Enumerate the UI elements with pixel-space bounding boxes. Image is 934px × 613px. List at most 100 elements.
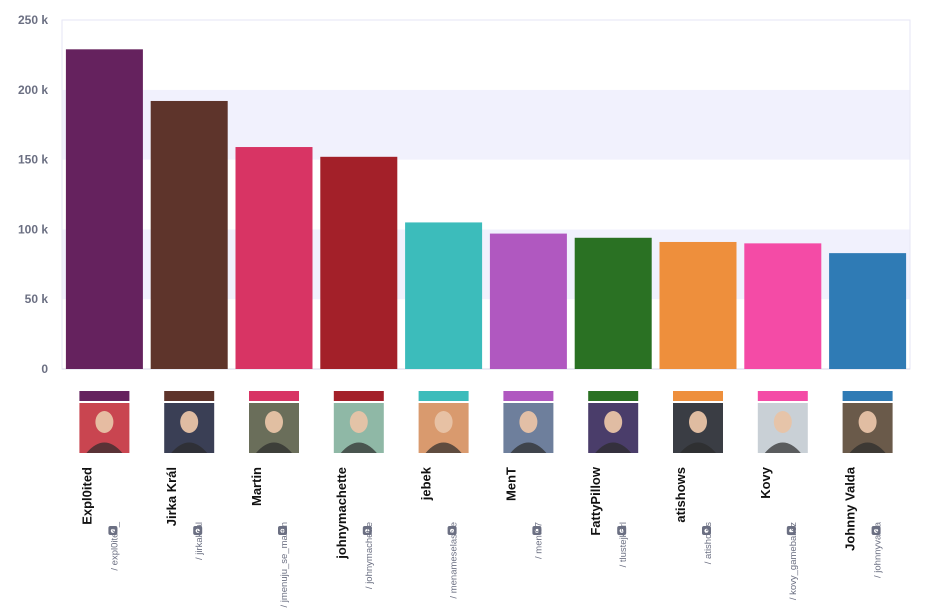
bar-name-label: Jirka Král — [164, 467, 179, 526]
avatar-face — [519, 411, 538, 433]
avatar-body — [595, 442, 632, 453]
color-swatch — [842, 391, 893, 401]
instagram-icon — [362, 526, 372, 535]
instagram-icon-lens — [534, 528, 539, 533]
bar — [829, 253, 907, 369]
bar — [405, 222, 483, 369]
instagram-icon — [193, 526, 203, 535]
avatar-body — [86, 442, 123, 453]
grid-band — [62, 20, 910, 90]
bar-handle-label: / expl0ited_ — [109, 521, 120, 570]
instagram-icon-lens — [280, 528, 285, 533]
instagram-icon — [108, 526, 118, 535]
y-axis: 0 50 k 100 k 150 k 200 k 250 k — [18, 13, 48, 376]
instagram-icon-lens — [110, 528, 115, 533]
instagram-icon-lens — [619, 528, 624, 533]
y-tick-label: 100 k — [18, 222, 48, 236]
bar — [65, 49, 143, 369]
y-tick-label: 150 k — [18, 153, 48, 167]
y-tick-label: 200 k — [18, 83, 48, 97]
instagram-icon — [702, 526, 711, 535]
avatar-body — [340, 442, 377, 453]
bar-name-label: FattyPillow — [588, 466, 603, 536]
bar-name-label: Martin — [249, 467, 264, 506]
color-swatch — [79, 391, 130, 401]
avatar — [164, 403, 215, 453]
avatar-body — [256, 442, 292, 453]
avatar-body — [425, 442, 462, 453]
instagram-icon — [617, 526, 627, 535]
avatar — [842, 403, 893, 453]
avatar — [588, 403, 639, 453]
instagram-icon-lens — [365, 528, 370, 533]
avatar — [79, 403, 130, 453]
bar-handle-label: / jirkakral — [194, 522, 205, 560]
bar — [320, 156, 398, 369]
color-swatch — [333, 391, 384, 401]
y-tick-label: 250 k — [18, 13, 48, 27]
avatar-body — [849, 442, 886, 453]
bar-handle-label: / kovy_gameballcz — [788, 522, 799, 600]
avatar-body — [764, 442, 801, 453]
bar-name-label: Expl0ited — [79, 467, 94, 525]
bar-name-label: Johnny Valda — [843, 466, 858, 551]
avatar-face — [689, 411, 707, 433]
instagram-icon-lens — [789, 528, 794, 533]
avatar-face — [180, 411, 199, 433]
y-tick-label: 50 k — [25, 292, 49, 306]
avatar-body — [171, 442, 208, 453]
avatar-face — [773, 411, 792, 433]
color-swatch — [164, 391, 215, 401]
instagram-icon-lens — [450, 528, 455, 533]
bar-name-label: jebek — [419, 466, 434, 501]
avatar — [418, 403, 469, 453]
instagram-icon-lens — [195, 528, 200, 533]
avatar — [503, 403, 554, 453]
bar-handle-label: / atishows — [703, 522, 714, 564]
avatar-face — [95, 411, 114, 433]
instagram-icon — [871, 526, 881, 535]
avatar-face — [858, 411, 877, 433]
avatar-body — [680, 442, 716, 453]
x-axis-labels: Expl0ited / expl0ited_ Jirka Král / jirkakr… — [79, 391, 893, 608]
instagram-icon — [278, 526, 287, 535]
avatar-body — [510, 442, 547, 453]
color-swatch — [418, 391, 469, 401]
bar — [659, 241, 737, 369]
instagram-icon — [786, 526, 796, 535]
bar-handle-label: / johnnyvalda — [873, 521, 884, 578]
avatar — [673, 403, 723, 453]
avatar — [249, 403, 299, 453]
bar — [150, 100, 228, 369]
bars — [65, 49, 907, 369]
instagram-icon — [447, 526, 457, 535]
bar-handle-label: / ment97 — [533, 522, 544, 559]
avatar-face — [349, 411, 368, 433]
avatar-face — [604, 411, 623, 433]
instagram-icon — [532, 526, 542, 535]
instagram-icon-lens — [874, 528, 879, 533]
color-swatch — [249, 391, 299, 401]
bar-handle-label: / menameselassie — [449, 522, 460, 599]
avatar-face — [434, 411, 453, 433]
color-swatch — [503, 391, 554, 401]
bar-name-label: johnymachette — [334, 467, 349, 560]
bar-name-label: Kovy — [758, 466, 773, 499]
bar-handle-label: / jmenuju_se_martin — [279, 522, 290, 608]
bar — [744, 243, 822, 369]
bar — [489, 233, 567, 369]
avatar-face — [265, 411, 283, 433]
instagram-icon-lens — [704, 528, 709, 533]
y-tick-label: 0 — [41, 362, 48, 376]
bar — [235, 147, 313, 369]
color-swatch — [588, 391, 639, 401]
bar-handle-label: / tlustejkarl — [618, 522, 629, 567]
color-swatch — [757, 391, 808, 401]
bar-name-label: MenT — [503, 467, 518, 501]
avatar — [333, 403, 384, 453]
color-swatch — [673, 391, 723, 401]
bar-handle-label: / johnymachette — [364, 522, 375, 589]
bar-name-label: atishows — [673, 467, 688, 523]
bar — [574, 237, 652, 369]
